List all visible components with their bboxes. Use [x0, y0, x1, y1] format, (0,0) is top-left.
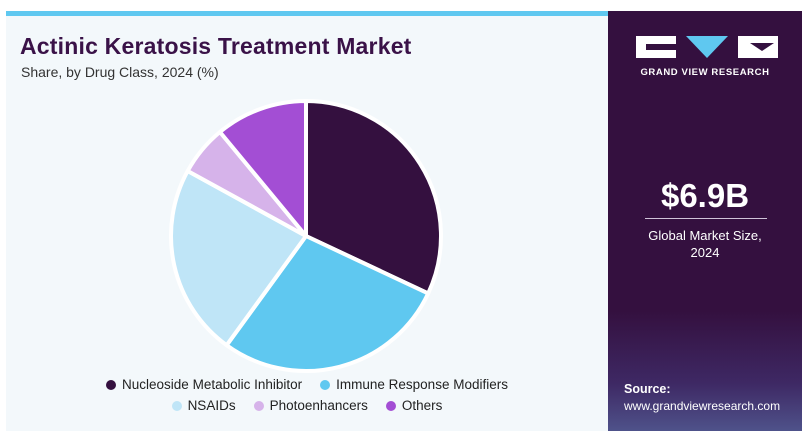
- accent-bar: [6, 11, 608, 16]
- summary-panel: GRAND VIEW RESEARCH $6.9B Global Market …: [608, 11, 802, 431]
- legend-label-immune: Immune Response Modifiers: [336, 377, 508, 392]
- brand-name: GRAND VIEW RESEARCH: [640, 67, 770, 78]
- legend-swatch-photoenhancers: [253, 400, 264, 411]
- source-title: Source:: [624, 382, 671, 396]
- legend-label-nucleoside: Nucleoside Metabolic Inhibitor: [122, 377, 303, 392]
- chart-subtitle: Share, by Drug Class, 2024 (%): [21, 64, 219, 80]
- legend-swatch-nsaids: [171, 400, 182, 411]
- legend-item-nucleoside: Nucleoside Metabolic Inhibitor: [106, 377, 302, 392]
- market-size-value: $6.9B: [660, 177, 750, 214]
- pie-slice-nsaids: [169, 168, 308, 348]
- legend-label-others: Others: [401, 398, 443, 413]
- market-size-label-line1: Global Market Size,: [648, 228, 762, 243]
- market-size-label-line2: 2024: [690, 245, 720, 260]
- legend-label-nsaids: NSAIDs: [187, 398, 236, 413]
- chart-card: Actinic Keratosis Treatment Market Share…: [6, 11, 802, 431]
- legend-row-1: Nucleoside Metabolic Inhibitor Immune Re…: [6, 377, 608, 392]
- grand-view-research-logo-icon: [636, 36, 778, 58]
- pie-slice-nucleoside-metabolic-inhibitor: [304, 99, 443, 296]
- pie-chart: [169, 99, 443, 373]
- legend-item-nsaids: NSAIDs: [171, 398, 236, 413]
- legend-swatch-immune: [320, 379, 331, 390]
- legend-item-others: Others: [385, 398, 443, 413]
- legend-item-immune: Immune Response Modifiers: [320, 377, 508, 392]
- market-size-label: Global Market Size, 2024: [608, 227, 802, 261]
- legend-label-photoenhancers: Photoenhancers: [269, 398, 368, 413]
- pie-slice-immune-response-modifiers: [224, 234, 431, 373]
- value-divider: [645, 218, 767, 219]
- legend-row-2: NSAIDs Photoenhancers Others: [6, 398, 608, 413]
- legend-swatch-nucleoside: [106, 379, 117, 390]
- panel-background-glow: [608, 311, 802, 431]
- pie-slice-others: [217, 99, 308, 238]
- chart-title: Actinic Keratosis Treatment Market: [20, 33, 412, 59]
- legend-swatch-others: [385, 400, 396, 411]
- source-url[interactable]: www.grandviewresearch.com: [624, 399, 781, 413]
- legend-item-photoenhancers: Photoenhancers: [253, 398, 368, 413]
